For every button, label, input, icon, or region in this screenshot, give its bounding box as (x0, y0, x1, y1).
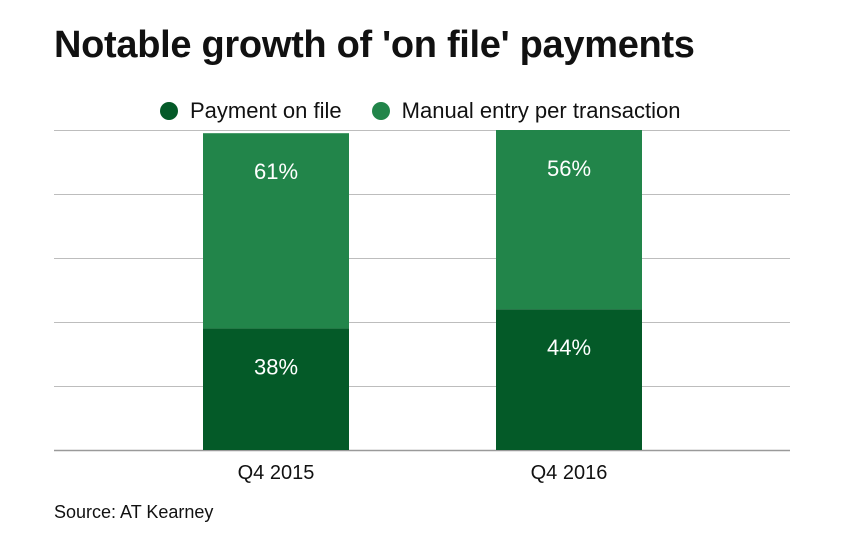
legend-marker-payment-on-file (160, 102, 178, 120)
data-label-payment-on-file-q4-2015: 38% (254, 354, 298, 379)
bar-payment-on-file-q4-2016 (496, 309, 642, 450)
x-tick-label-q4-2016: Q4 2016 (531, 462, 608, 484)
source-note: Source: AT Kearney (54, 502, 214, 522)
legend-label-payment-on-file: Payment on file (190, 98, 342, 123)
legend-label-manual-entry: Manual entry per transaction (401, 98, 681, 123)
data-label-payment-on-file-q4-2016: 44% (547, 335, 591, 360)
data-label-manual-entry-per-transaction-q4-2016: 56% (547, 156, 591, 181)
chart-legend: Payment on file Manual entry per transac… (160, 98, 710, 124)
bar-manual-entry-per-transaction-q4-2015 (203, 133, 349, 329)
legend-item-payment-on-file: Payment on file (160, 98, 342, 124)
legend-item-manual-entry: Manual entry per transaction (371, 98, 681, 124)
bar-payment-on-file-q4-2015 (203, 328, 349, 450)
data-label-manual-entry-per-transaction-q4-2015: 61% (254, 159, 298, 184)
x-tick-label-q4-2015: Q4 2015 (238, 462, 315, 484)
bar-manual-entry-per-transaction-q4-2016 (496, 130, 642, 310)
chart-title: Notable growth of 'on file' payments (54, 24, 695, 66)
legend-marker-manual-entry (371, 102, 390, 120)
